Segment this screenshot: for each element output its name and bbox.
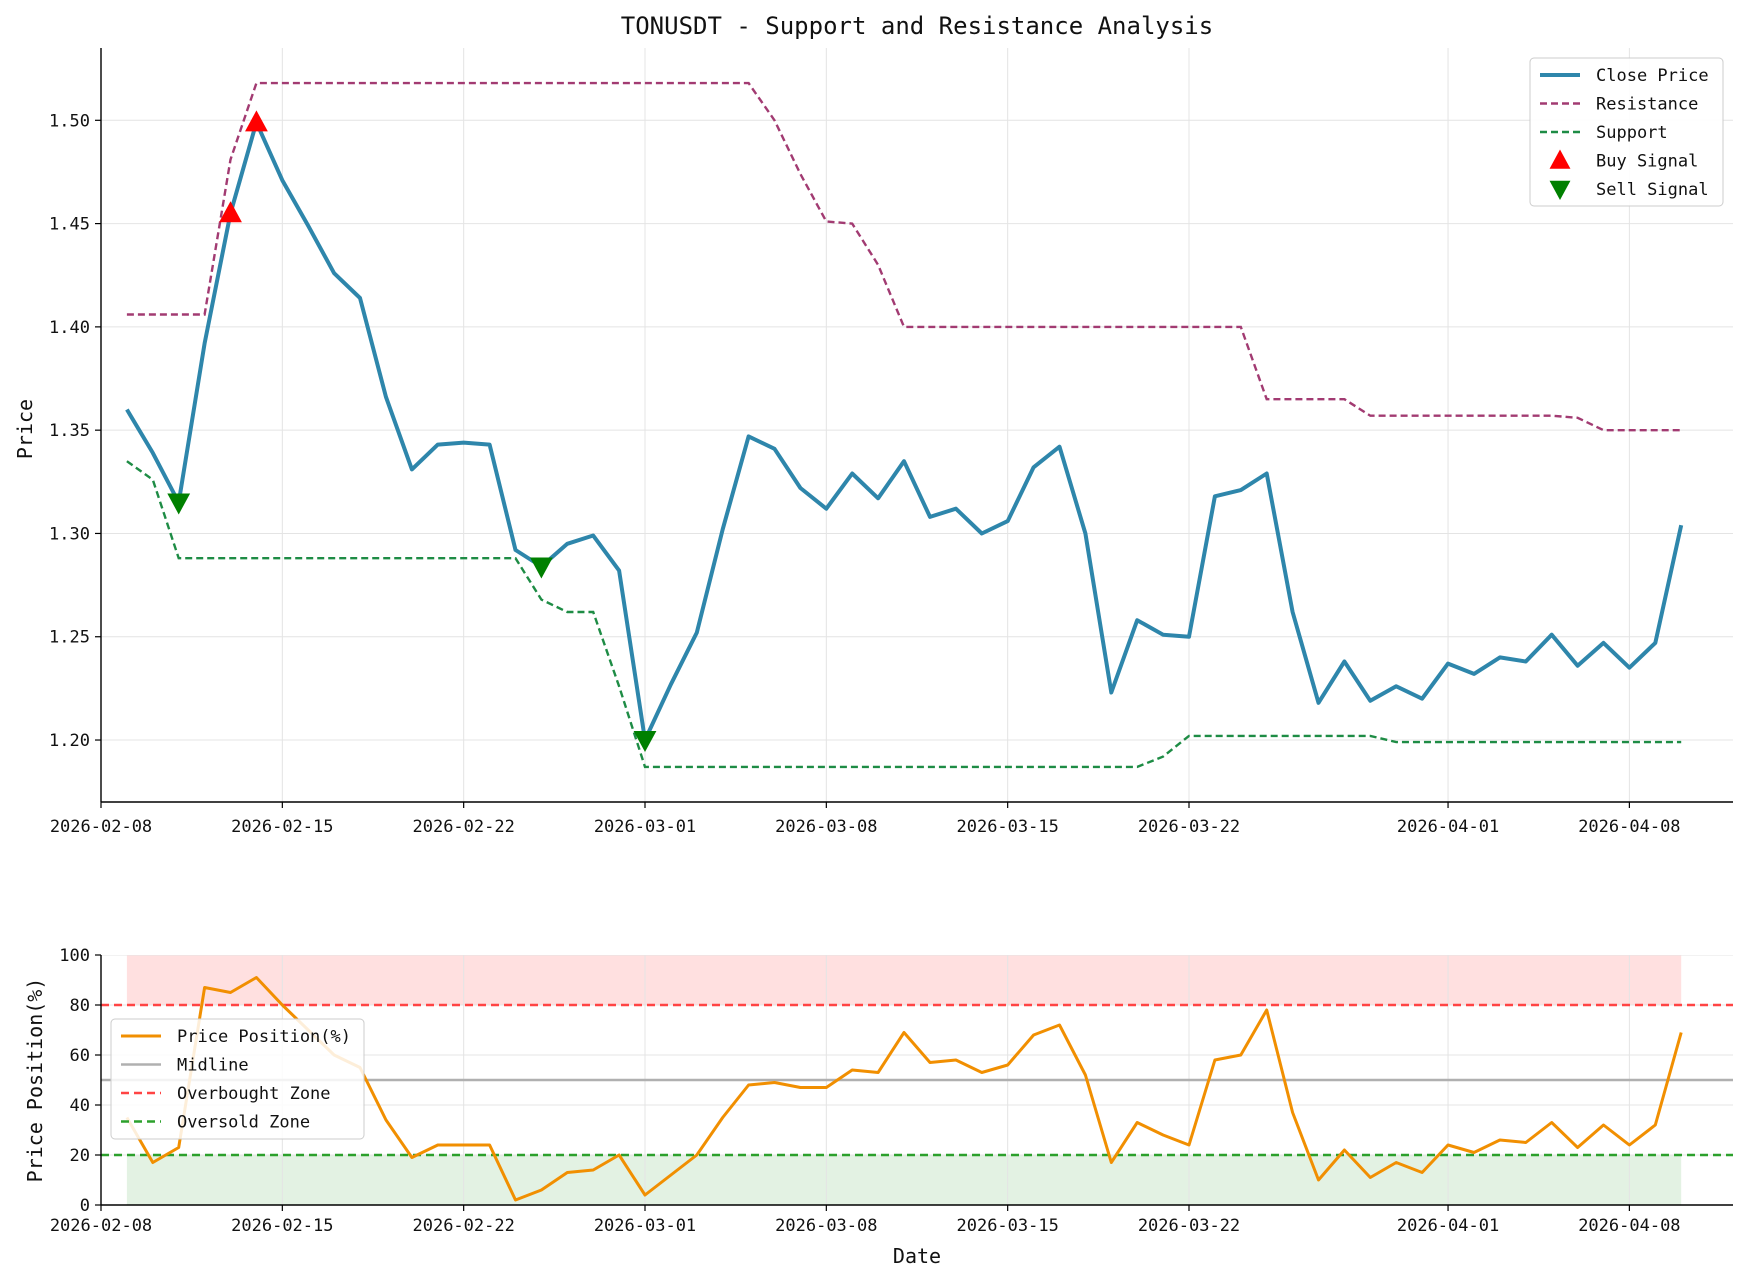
position-y-tick-label: 40	[70, 1096, 90, 1116]
position-x-tick-label: 2026-02-15	[231, 1216, 333, 1236]
position-legend-label: Price Position(%)	[177, 1027, 351, 1047]
position-x-tick-label: 2026-02-22	[412, 1216, 514, 1236]
price-y-tick-label: 1.50	[49, 111, 90, 131]
date-x-axis-label: Date	[893, 1244, 941, 1268]
position-legend-label: Midline	[177, 1056, 249, 1076]
price-y-axis-label: Price	[13, 399, 37, 459]
price-y-tick-label: 1.40	[49, 318, 90, 338]
resistance-line	[126, 81, 1682, 432]
legend-sell-swatch	[1549, 180, 1571, 200]
price-y-tick-label: 1.30	[49, 524, 90, 544]
price-y-tick-label: 1.45	[49, 215, 90, 235]
price-panel-plot-area	[101, 48, 1733, 802]
position-y-tick-label: 60	[70, 1046, 90, 1066]
position-y-tick-label: 20	[70, 1146, 90, 1166]
price-legend-label: Close Price	[1596, 66, 1709, 86]
position-legend-label: Overbought Zone	[177, 1084, 331, 1104]
position-y-tick-label: 0	[80, 1196, 90, 1216]
position-x-tick-label: 2026-02-08	[50, 1216, 152, 1236]
position-x-tick-label: 2026-03-22	[1138, 1216, 1240, 1236]
position-x-tick-label: 2026-03-08	[775, 1216, 877, 1236]
sell-signal-marker	[529, 557, 553, 579]
position-panel-plot-area	[101, 955, 1733, 1205]
overbought-zone-fill	[126, 955, 1682, 1005]
price-legend-label: Buy Signal	[1596, 152, 1698, 172]
position-y-tick-label: 100	[59, 946, 90, 966]
price-legend-box	[1529, 57, 1724, 207]
buy-signal-marker	[245, 110, 268, 132]
sell-signal-marker	[633, 731, 657, 753]
price-legend-label: Resistance	[1596, 95, 1698, 115]
price-legend: Close Price Resistance Support Buy Signal Se…	[1529, 57, 1724, 207]
close-price-line	[125, 120, 1684, 742]
sell-signal-marker	[167, 493, 191, 515]
price-x-tick-label: 2026-03-15	[956, 817, 1058, 837]
price-x-tick-label: 2026-02-08	[50, 817, 152, 837]
position-x-tick-label: 2026-03-01	[594, 1216, 696, 1236]
position-legend: Price Position(%) Midline Overbought Zone O…	[110, 1018, 365, 1140]
chart-title: TONUSDT - Support and Resistance Analysi…	[621, 12, 1213, 40]
price-y-tick-label: 1.35	[49, 421, 90, 441]
price-position-line	[125, 976, 1683, 1202]
price-legend-label: Sell Signal	[1596, 180, 1709, 200]
price-x-tick-label: 2026-03-01	[594, 817, 696, 837]
support-line	[126, 460, 1682, 769]
price-x-tick-label: 2026-03-08	[775, 817, 877, 837]
price-x-tick-label: 2026-03-22	[1138, 817, 1240, 837]
price-x-tick-label: 2026-02-22	[412, 817, 514, 837]
position-legend-label: Oversold Zone	[177, 1113, 310, 1133]
position-x-tick-label: 2026-04-08	[1578, 1216, 1680, 1236]
position-y-axis-label: Price Position(%)	[23, 978, 47, 1183]
buy-signal-marker	[219, 201, 242, 223]
price-x-tick-label: 2026-04-01	[1397, 817, 1499, 837]
price-x-tick-label: 2026-02-15	[231, 817, 333, 837]
price-y-tick-label: 1.20	[49, 731, 90, 751]
position-legend-box	[110, 1018, 365, 1140]
oversold-zone-fill	[126, 1155, 1682, 1205]
position-x-tick-label: 2026-04-01	[1397, 1216, 1499, 1236]
price-legend-label: Support	[1596, 123, 1668, 143]
legend-buy-swatch	[1549, 149, 1571, 169]
price-x-tick-label: 2026-04-08	[1578, 817, 1680, 837]
position-x-tick-label: 2026-03-15	[956, 1216, 1058, 1236]
position-y-tick-label: 80	[70, 996, 90, 1016]
price-y-tick-label: 1.25	[49, 628, 90, 648]
